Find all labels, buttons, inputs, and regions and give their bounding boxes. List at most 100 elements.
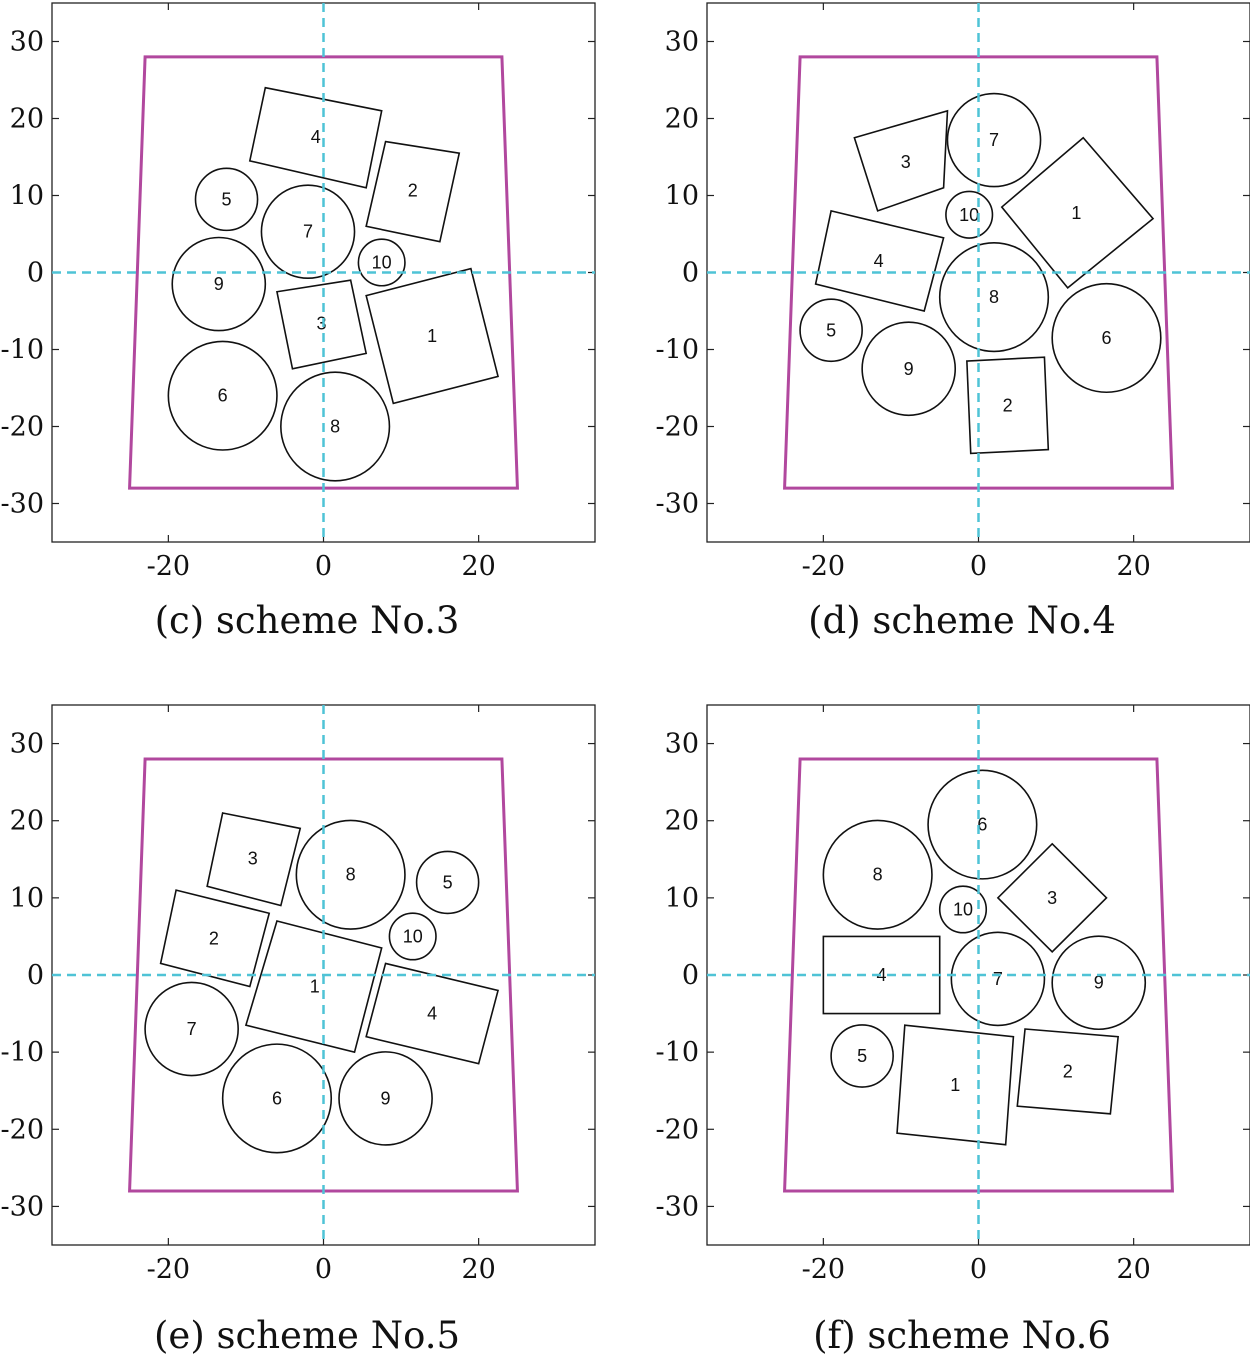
x-tick-label: 20: [1116, 551, 1150, 582]
part-label-8: 8: [873, 865, 883, 885]
y-tick-label: 0: [27, 258, 44, 289]
part-circle-7: [946, 92, 1042, 188]
part-circle-5: [415, 850, 480, 915]
part-label-2: 2: [1063, 1061, 1073, 1081]
x-tick-label: -20: [802, 551, 845, 582]
part-label-9: 9: [381, 1088, 391, 1108]
scheme-panel-3: -20 0 20 30 20 10 0 -10 -20 -30 1 2 3 4 5 6 7 8 9 10 (e) sch…: [1, 704, 596, 1357]
y-tick-label: -20: [656, 1114, 699, 1145]
y-tick-label: 20: [10, 806, 44, 837]
part-circle-6: [1051, 282, 1162, 394]
y-tick-label: -30: [1, 1191, 44, 1222]
y-tick-label: -10: [1, 1037, 44, 1068]
part-circle-9: [338, 1051, 433, 1146]
y-tick-label: 10: [665, 883, 699, 914]
part-label-4: 4: [877, 965, 887, 985]
y-tick-label: 0: [682, 960, 699, 991]
part-circle-9: [171, 236, 267, 332]
y-tick-label: -30: [1, 489, 44, 520]
part-label-5: 5: [826, 320, 836, 340]
part-label-3: 3: [1047, 888, 1057, 908]
y-tick-label: 10: [665, 181, 699, 212]
y-tick-label: -20: [656, 412, 699, 443]
part-label-9: 9: [214, 274, 224, 294]
part-label-7: 7: [187, 1019, 197, 1039]
part-label-3: 3: [901, 152, 911, 172]
part-label-5: 5: [222, 189, 232, 209]
x-tick-label: -20: [802, 1254, 845, 1285]
part-rect-1: [896, 1024, 1015, 1146]
part-circle-10: [388, 912, 437, 961]
part-label-2: 2: [408, 181, 418, 201]
part-label-3: 3: [317, 314, 327, 334]
part-circle-8: [295, 819, 406, 930]
panel-caption: (c) scheme No.3: [155, 599, 460, 642]
y-tick-label: -10: [656, 1037, 699, 1068]
part-label-6: 6: [272, 1088, 282, 1108]
scheme-panel-4: -20 0 20 30 20 10 0 -10 -20 -30 1 2 3 4 5 6 7 8 9 10 (f) sch…: [656, 704, 1250, 1357]
y-tick-label: -10: [1, 335, 44, 366]
part-label-3: 3: [248, 848, 258, 868]
part-label-10: 10: [959, 205, 979, 225]
x-tick-label: -20: [147, 551, 190, 582]
part-circle-5: [194, 167, 259, 232]
x-tick-label: 20: [461, 551, 495, 582]
y-tick-label: -10: [656, 335, 699, 366]
part-label-8: 8: [989, 287, 999, 307]
part-label-9: 9: [904, 359, 914, 379]
part-circle-9: [1051, 935, 1147, 1031]
part-circle-8: [822, 819, 933, 930]
part-label-8: 8: [330, 417, 340, 437]
y-tick-label: 20: [10, 104, 44, 135]
part-label-9: 9: [1094, 973, 1104, 993]
y-tick-label: 30: [665, 27, 699, 58]
panel-caption: (d) scheme No.4: [808, 599, 1116, 642]
part-rect-3: [996, 842, 1108, 953]
y-tick-label: 0: [27, 960, 44, 991]
y-tick-label: -20: [1, 412, 44, 443]
part-rect-2: [159, 889, 271, 988]
part-circle-6: [221, 1043, 333, 1154]
container-boundary: [783, 757, 1174, 1193]
y-tick-label: 30: [10, 729, 44, 760]
part-label-8: 8: [346, 865, 356, 885]
x-tick-label: 0: [315, 551, 332, 582]
container-boundary: [128, 757, 519, 1193]
x-tick-label: 0: [970, 551, 987, 582]
part-label-5: 5: [443, 872, 453, 892]
x-tick-label: 0: [970, 1254, 987, 1285]
container-boundary: [783, 55, 1174, 490]
part-label-10: 10: [953, 899, 973, 919]
part-circle-5: [830, 1024, 894, 1088]
y-tick-label: 30: [665, 729, 699, 760]
part-label-1: 1: [427, 326, 437, 346]
y-tick-label: 10: [10, 883, 44, 914]
part-label-1: 1: [950, 1075, 960, 1095]
panel-caption: (e) scheme No.5: [154, 1314, 460, 1357]
x-tick-label: 20: [461, 1254, 495, 1285]
part-rect-4: [248, 86, 383, 189]
part-rect-1: [1000, 136, 1155, 290]
part-label-5: 5: [857, 1046, 867, 1066]
part-circle-7: [950, 931, 1046, 1027]
part-rect-1: [365, 267, 500, 405]
part-rect-4: [814, 209, 945, 312]
part-label-6: 6: [218, 386, 228, 406]
part-circle-10: [945, 190, 994, 239]
y-tick-label: 20: [665, 104, 699, 135]
x-tick-label: 20: [1116, 1254, 1150, 1285]
part-rect-4: [365, 962, 500, 1065]
part-label-1: 1: [310, 977, 320, 997]
part-rect-2: [966, 356, 1050, 455]
part-label-4: 4: [874, 251, 884, 271]
part-label-2: 2: [1003, 395, 1013, 415]
part-rect-2: [365, 140, 461, 243]
part-circle-5: [799, 298, 863, 363]
part-circle-9: [861, 321, 957, 417]
part-circle-10: [938, 885, 988, 934]
part-label-6: 6: [1101, 328, 1111, 348]
part-label-1: 1: [1071, 203, 1081, 223]
part-circle-7: [144, 981, 239, 1077]
part-circle-6: [927, 769, 1038, 880]
part-label-10: 10: [372, 252, 392, 272]
